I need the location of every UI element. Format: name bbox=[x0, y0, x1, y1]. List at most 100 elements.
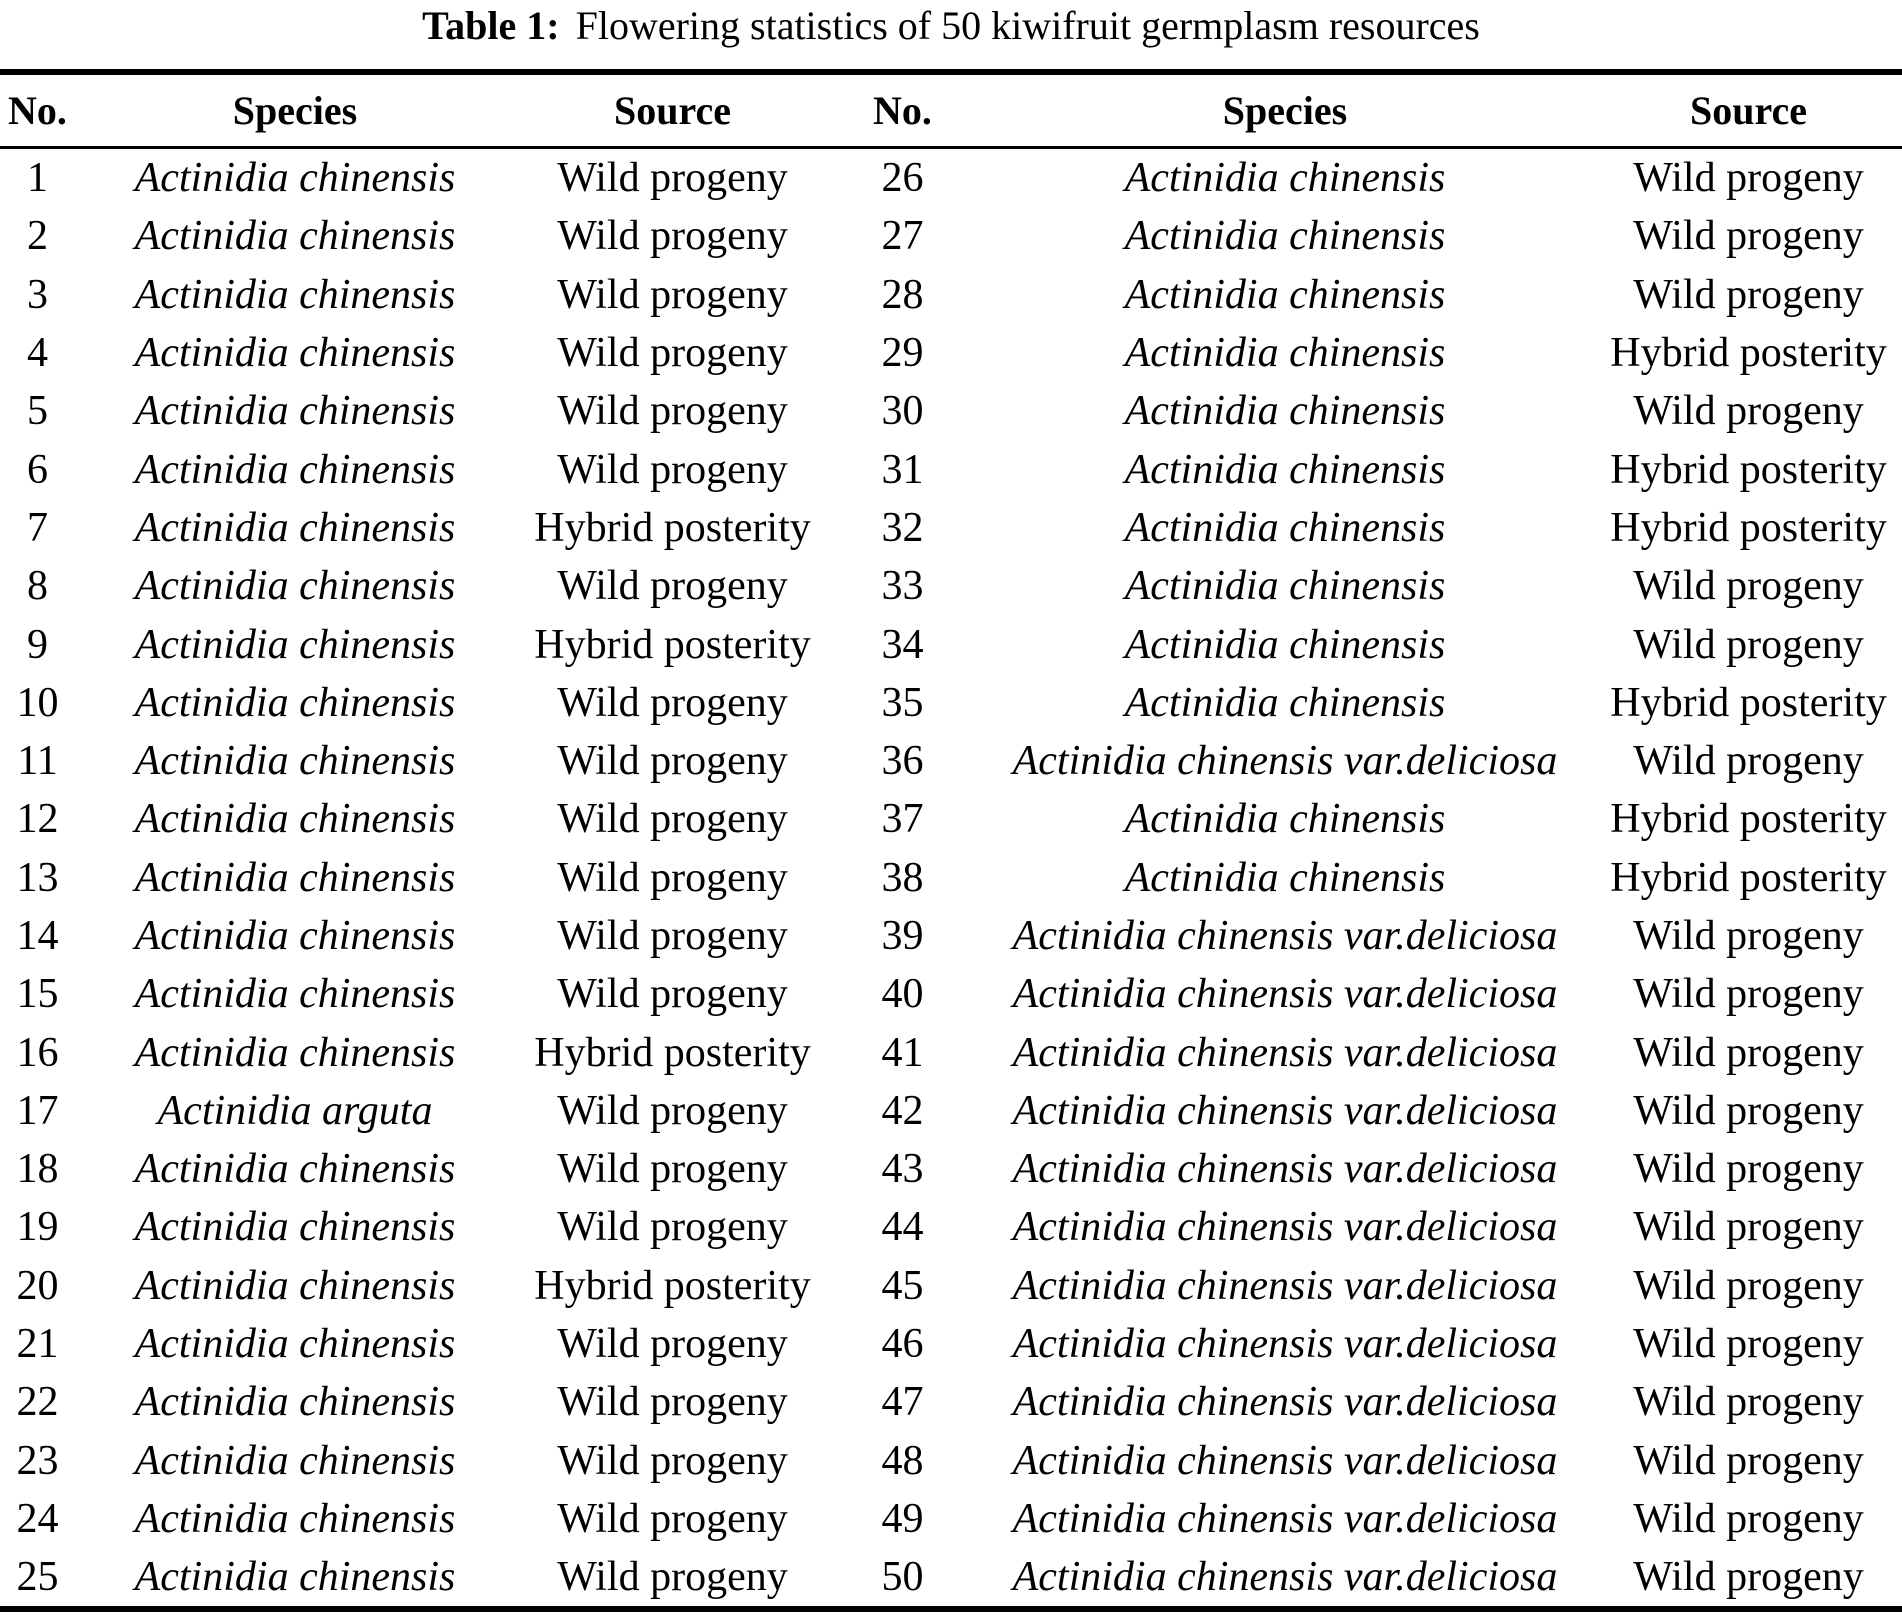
cell-no-left: 19 bbox=[16, 1204, 59, 1251]
col-header-species-right: Species bbox=[975, 72, 1595, 149]
table-row: 12 Actinidia chinensis Wild progeny 37 Actin… bbox=[0, 790, 1902, 848]
table-row: 13 Actinidia chinensis Wild progeny 38 Actin… bbox=[0, 849, 1902, 907]
cell-species-left: Actinidia chinensis bbox=[134, 446, 456, 493]
cell-species-left: Actinidia chinensis bbox=[134, 271, 456, 318]
cell-species-left: Actinidia chinensis bbox=[134, 796, 456, 843]
cell-species-right: Actinidia chinensis bbox=[1124, 679, 1446, 726]
cell-source-right: Hybrid posterity bbox=[1610, 679, 1887, 726]
header-row: No. Species Source No. Species Source bbox=[0, 72, 1902, 149]
cell-species-left: Actinidia chinensis bbox=[134, 1321, 456, 1368]
cell-species-right: Actinidia chinensis var.deliciosa bbox=[1012, 1437, 1558, 1484]
cell-source-left: Wild progeny bbox=[557, 1087, 788, 1134]
cell-species-right: Actinidia chinensis bbox=[1124, 796, 1446, 843]
cell-source-right: Wild progeny bbox=[1633, 1262, 1864, 1309]
cell-no-right: 39 bbox=[881, 913, 924, 959]
cell-source-left: Wild progeny bbox=[557, 563, 788, 610]
table-row: 6 Actinidia chinensis Wild progeny 31 Actini… bbox=[0, 440, 1902, 498]
cell-no-left: 7 bbox=[27, 504, 48, 551]
cell-species-left: Actinidia chinensis bbox=[134, 563, 456, 610]
table-row: 15 Actinidia chinensis Wild progeny 40 Actin… bbox=[0, 965, 1902, 1023]
cell-no-left: 21 bbox=[16, 1321, 59, 1368]
table-row: 10 Actinidia chinensis Wild progeny 35 Actin… bbox=[0, 674, 1902, 732]
cell-no-right: 42 bbox=[881, 1087, 924, 1134]
cell-no-right: 47 bbox=[881, 1379, 924, 1426]
cell-species-left: Actinidia chinensis bbox=[134, 213, 456, 260]
table-row: 18 Actinidia chinensis Wild progeny 43 Actin… bbox=[0, 1140, 1902, 1198]
table-caption-text: Flowering statistics of 50 kiwifruit ger… bbox=[575, 3, 1480, 48]
col-header-no-right: No. bbox=[830, 72, 975, 149]
cell-no-left: 15 bbox=[16, 971, 59, 1018]
col-header-species-left: Species bbox=[75, 72, 515, 149]
cell-source-left: Wild progeny bbox=[557, 1321, 788, 1368]
cell-species-right: Actinidia chinensis var.deliciosa bbox=[1012, 1554, 1558, 1601]
table-row: 22 Actinidia chinensis Wild progeny 47 Actin… bbox=[0, 1373, 1902, 1431]
table-row: 19 Actinidia chinensis Wild progeny 44 Actin… bbox=[0, 1198, 1902, 1256]
cell-no-left: 9 bbox=[27, 621, 48, 668]
cell-source-right: Wild progeny bbox=[1633, 971, 1864, 1018]
cell-no-right: 38 bbox=[881, 854, 924, 901]
cell-source-left: Wild progeny bbox=[557, 913, 788, 959]
cell-species-left: Actinidia arguta bbox=[157, 1087, 433, 1134]
cell-source-right: Wild progeny bbox=[1633, 155, 1864, 202]
cell-no-left: 11 bbox=[17, 738, 58, 785]
cell-species-left: Actinidia chinensis bbox=[134, 1437, 456, 1484]
table-row: 16 Actinidia chinensis Hybrid posterity 41 A… bbox=[0, 1023, 1902, 1081]
table-row: 5 Actinidia chinensis Wild progeny 30 Actini… bbox=[0, 382, 1902, 440]
cell-no-left: 12 bbox=[16, 796, 59, 843]
cell-source-right: Wild progeny bbox=[1633, 913, 1864, 959]
cell-source-right: Hybrid posterity bbox=[1610, 854, 1887, 901]
table-row: 23 Actinidia chinensis Wild progeny 48 Actin… bbox=[0, 1432, 1902, 1490]
cell-source-right: Wild progeny bbox=[1633, 738, 1864, 785]
cell-source-left: Wild progeny bbox=[557, 1379, 788, 1426]
cell-no-right: 48 bbox=[881, 1437, 924, 1484]
cell-no-left: 24 bbox=[16, 1495, 59, 1542]
cell-source-left: Wild progeny bbox=[557, 971, 788, 1018]
cell-source-left: Wild progeny bbox=[557, 738, 788, 785]
cell-species-left: Actinidia chinensis bbox=[134, 1029, 456, 1076]
cell-source-left: Wild progeny bbox=[557, 330, 788, 377]
cell-species-left: Actinidia chinensis bbox=[134, 971, 456, 1018]
cell-source-left: Wild progeny bbox=[557, 679, 788, 726]
table-row: 17 Actinidia arguta Wild progeny 42 Actinidi… bbox=[0, 1082, 1902, 1140]
cell-no-right: 37 bbox=[881, 796, 924, 843]
cell-source-left: Wild progeny bbox=[557, 388, 788, 435]
cell-no-right: 35 bbox=[881, 679, 924, 726]
cell-no-left: 10 bbox=[16, 679, 59, 726]
cell-species-right: Actinidia chinensis bbox=[1124, 563, 1446, 610]
cell-source-right: Hybrid posterity bbox=[1610, 504, 1887, 551]
cell-source-left: Hybrid posterity bbox=[534, 504, 811, 551]
cell-species-right: Actinidia chinensis var.deliciosa bbox=[1012, 1321, 1558, 1368]
cell-species-right: Actinidia chinensis bbox=[1124, 854, 1446, 901]
cell-source-left: Wild progeny bbox=[557, 796, 788, 843]
cell-source-left: Wild progeny bbox=[557, 1437, 788, 1484]
cell-source-right: Wild progeny bbox=[1633, 1087, 1864, 1134]
cell-no-left: 14 bbox=[16, 913, 59, 959]
cell-no-right: 26 bbox=[881, 155, 924, 202]
cell-species-left: Actinidia chinensis bbox=[134, 1146, 456, 1193]
cell-source-right: Wild progeny bbox=[1633, 621, 1864, 668]
cell-no-left: 5 bbox=[27, 388, 48, 435]
cell-source-left: Wild progeny bbox=[557, 1495, 788, 1542]
cell-species-right: Actinidia chinensis bbox=[1124, 388, 1446, 435]
cell-species-left: Actinidia chinensis bbox=[134, 1554, 456, 1601]
cell-species-right: Actinidia chinensis bbox=[1124, 504, 1446, 551]
cell-source-right: Wild progeny bbox=[1633, 213, 1864, 260]
cell-source-right: Wild progeny bbox=[1633, 1379, 1864, 1426]
cell-no-right: 28 bbox=[881, 271, 924, 318]
cell-no-left: 18 bbox=[16, 1146, 59, 1193]
cell-no-left: 16 bbox=[16, 1029, 59, 1076]
cell-no-right: 49 bbox=[881, 1495, 924, 1542]
cell-source-left: Wild progeny bbox=[557, 213, 788, 260]
cell-source-left: Wild progeny bbox=[557, 1204, 788, 1251]
cell-source-left: Hybrid posterity bbox=[534, 1029, 811, 1076]
table-row: 20 Actinidia chinensis Hybrid posterity 45 A… bbox=[0, 1257, 1902, 1315]
cell-species-right: Actinidia chinensis bbox=[1124, 330, 1446, 377]
cell-species-left: Actinidia chinensis bbox=[134, 388, 456, 435]
table-row: 3 Actinidia chinensis Wild progeny 28 Actini… bbox=[0, 266, 1902, 324]
table-caption: Table 1: Flowering statistics of 50 kiwif… bbox=[0, 0, 1902, 69]
cell-source-left: Wild progeny bbox=[557, 1554, 788, 1601]
cell-no-left: 23 bbox=[16, 1437, 59, 1484]
cell-no-right: 41 bbox=[881, 1029, 924, 1076]
cell-species-left: Actinidia chinensis bbox=[134, 738, 456, 785]
cell-source-left: Wild progeny bbox=[557, 446, 788, 493]
